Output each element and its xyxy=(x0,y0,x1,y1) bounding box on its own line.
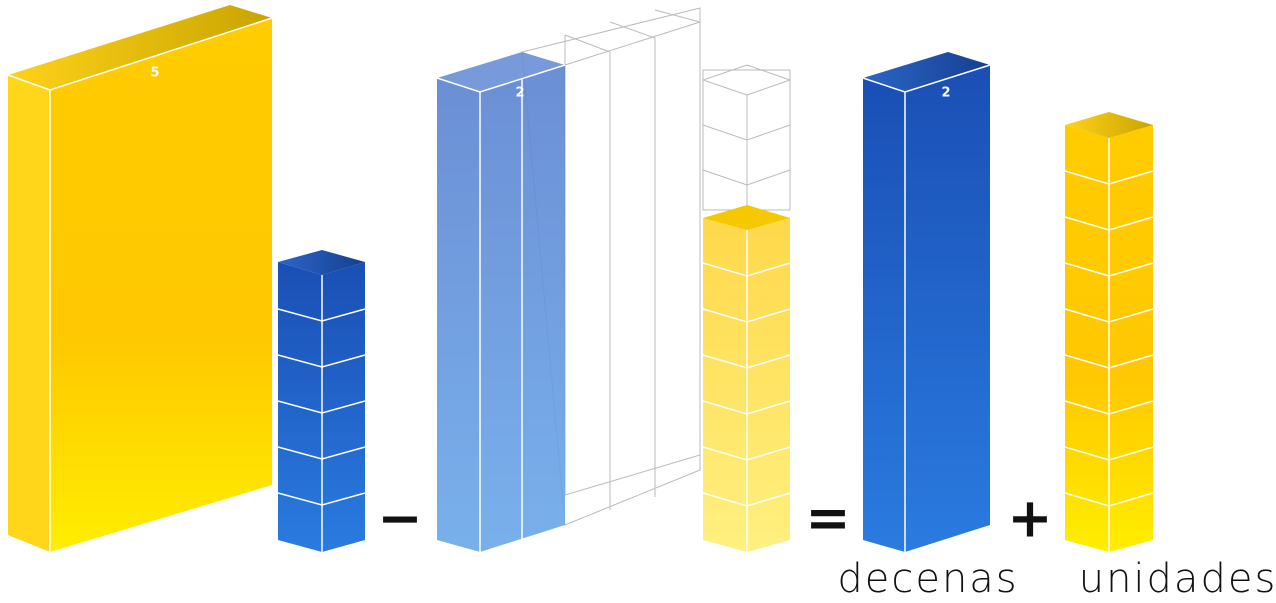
block-label: 2 xyxy=(515,86,524,101)
hundreds-block: 5 xyxy=(7,5,273,552)
ones-column-blue xyxy=(277,250,366,552)
operator: − xyxy=(377,487,422,550)
block-label: 2 xyxy=(941,86,950,101)
ones-column-transparent xyxy=(702,64,791,552)
caption: decenas xyxy=(837,556,1018,602)
ones-column xyxy=(1064,112,1154,552)
operator: + xyxy=(1007,487,1052,550)
tens-block-transparent: 2 xyxy=(436,7,701,552)
operator: = xyxy=(805,487,850,550)
block-label: 5 xyxy=(150,66,159,81)
caption: unidades xyxy=(1079,556,1276,602)
tens-block: 2 xyxy=(862,52,991,552)
